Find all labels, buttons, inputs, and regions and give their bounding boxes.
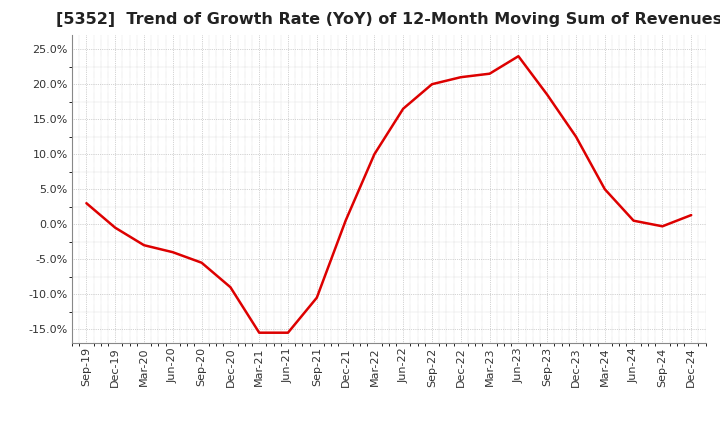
Title: [5352]  Trend of Growth Rate (YoY) of 12-Month Moving Sum of Revenues: [5352] Trend of Growth Rate (YoY) of 12-… <box>55 12 720 27</box>
